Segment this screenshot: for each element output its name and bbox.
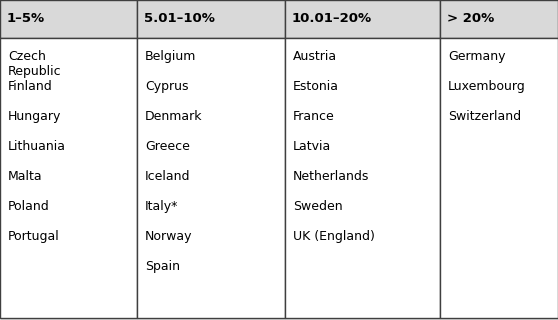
Bar <box>285 38 440 318</box>
Text: Greece: Greece <box>145 140 190 153</box>
Bar <box>285 0 440 38</box>
Text: Luxembourg: Luxembourg <box>448 80 526 93</box>
Text: Switzerland: Switzerland <box>448 110 521 123</box>
Text: Latvia: Latvia <box>293 140 331 153</box>
Text: Poland: Poland <box>8 200 50 213</box>
Text: Cyprus: Cyprus <box>145 80 189 93</box>
Text: France: France <box>293 110 335 123</box>
Text: > 20%: > 20% <box>447 12 494 26</box>
Text: Denmark: Denmark <box>145 110 203 123</box>
Text: Sweden: Sweden <box>293 200 343 213</box>
Bar <box>440 38 558 318</box>
Bar <box>0 0 137 38</box>
Text: Czech
Republic: Czech Republic <box>8 50 61 78</box>
Text: Hungary: Hungary <box>8 110 61 123</box>
Text: Netherlands: Netherlands <box>293 170 369 183</box>
Bar <box>137 0 285 38</box>
Text: Norway: Norway <box>145 230 193 243</box>
Text: Finland: Finland <box>8 80 53 93</box>
Text: 1–5%: 1–5% <box>7 12 45 26</box>
Bar <box>137 38 285 318</box>
Text: Malta: Malta <box>8 170 42 183</box>
Text: Iceland: Iceland <box>145 170 190 183</box>
Text: Belgium: Belgium <box>145 50 196 63</box>
Bar <box>440 0 558 38</box>
Text: Estonia: Estonia <box>293 80 339 93</box>
Text: Lithuania: Lithuania <box>8 140 66 153</box>
Bar <box>0 38 137 318</box>
Text: UK (England): UK (England) <box>293 230 375 243</box>
Text: 10.01–20%: 10.01–20% <box>292 12 372 26</box>
Text: Italy*: Italy* <box>145 200 179 213</box>
Text: Spain: Spain <box>145 260 180 273</box>
Text: 5.01–10%: 5.01–10% <box>144 12 215 26</box>
Text: Germany: Germany <box>448 50 506 63</box>
Text: Austria: Austria <box>293 50 337 63</box>
Text: Portugal: Portugal <box>8 230 60 243</box>
